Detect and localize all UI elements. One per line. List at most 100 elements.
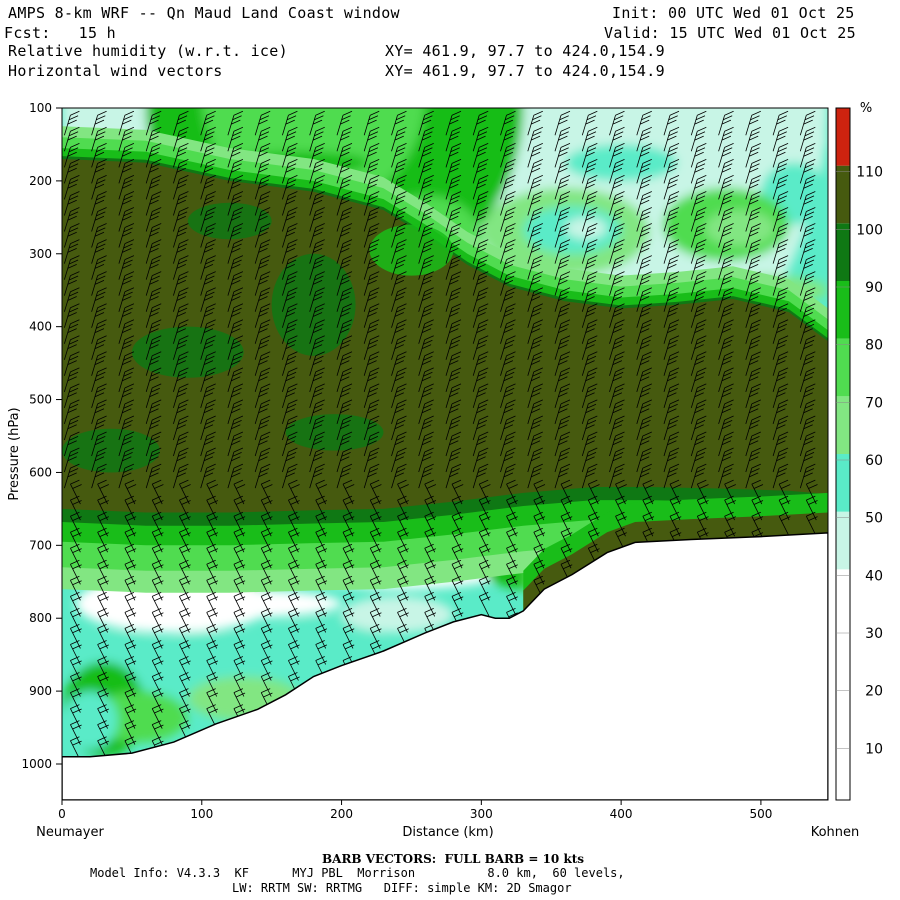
- wind-barb: [581, 383, 598, 409]
- wind-barb: [145, 191, 162, 216]
- wind-barb: [418, 415, 434, 441]
- wind-barb: [91, 143, 107, 168]
- wind-barb: [64, 431, 80, 457]
- wind-barb: [690, 271, 707, 296]
- wind-barb: [315, 608, 328, 633]
- wind-barb: [342, 559, 355, 585]
- wind-barb: [118, 303, 135, 328]
- wind-barb: [91, 303, 107, 328]
- wind-barb: [227, 143, 244, 168]
- wind-barb: [151, 592, 164, 617]
- wind-barb: [527, 463, 543, 489]
- wind-barb: [799, 110, 816, 136]
- field-rh-xy: XY= 461.9, 97.7 to 424.0,154.9: [385, 42, 665, 60]
- wind-barb: [472, 287, 489, 312]
- wind-barb: [472, 207, 489, 232]
- wind-barb: [336, 447, 353, 473]
- wind-barb: [445, 447, 462, 473]
- wind-barb: [778, 495, 791, 521]
- wind-barb: [581, 287, 598, 312]
- x-tick-label: 0: [58, 807, 66, 821]
- wind-barb: [254, 319, 271, 344]
- wind-barb: [554, 271, 571, 296]
- wind-barb: [336, 159, 353, 184]
- wind-barb: [64, 110, 80, 136]
- wind-barb: [609, 399, 625, 425]
- wind-barb: [282, 239, 298, 264]
- wind-barb: [315, 543, 328, 569]
- wind-barb: [527, 271, 543, 296]
- wind-barb: [527, 255, 543, 280]
- wind-barb: [200, 431, 216, 457]
- wind-barb: [288, 559, 300, 585]
- wind-barb: [200, 463, 216, 489]
- wind-barb: [533, 479, 546, 505]
- wind-barb: [309, 431, 325, 457]
- wind-barb: [336, 223, 353, 248]
- wind-barb: [500, 110, 516, 136]
- wind-barb: [282, 431, 298, 457]
- wind-barb: [97, 575, 109, 601]
- wind-barb: [636, 191, 652, 216]
- wind-barb: [288, 511, 300, 537]
- wind-barb: [636, 271, 652, 296]
- wind-barb: [227, 239, 244, 264]
- wind-barb: [391, 319, 407, 344]
- wind-barb: [527, 351, 543, 376]
- wind-barb: [124, 624, 137, 649]
- wind-barb: [554, 255, 571, 280]
- wind-barb: [609, 143, 625, 168]
- wind-barb: [233, 511, 246, 537]
- wind-barb: [418, 239, 434, 264]
- wind-barb: [745, 399, 761, 425]
- wind-barb: [391, 255, 407, 280]
- wind-barb: [663, 351, 680, 376]
- wind-barb: [118, 463, 135, 489]
- wind-barb: [233, 592, 246, 617]
- wind-barb: [97, 624, 109, 649]
- wind-barb: [145, 431, 162, 457]
- wind-barb: [799, 239, 816, 264]
- wind-barb: [772, 207, 789, 232]
- wind-barb: [227, 447, 244, 473]
- wind-barb: [696, 495, 709, 521]
- wind-barb: [772, 223, 789, 248]
- wind-barb: [288, 575, 300, 601]
- colorbar-label: 10: [865, 741, 883, 757]
- wind-barb: [70, 704, 82, 729]
- wind-barb: [118, 399, 135, 425]
- wind-barb: [70, 592, 82, 617]
- wind-barb: [91, 367, 107, 393]
- wind-barb: [70, 656, 82, 681]
- wind-barb: [369, 559, 382, 585]
- wind-barb: [397, 527, 409, 553]
- wind-barb: [124, 640, 137, 665]
- y-tick-label: 600: [29, 465, 52, 479]
- wind-barb: [260, 527, 273, 553]
- wind-barb: [472, 415, 489, 441]
- wind-barb: [472, 367, 489, 393]
- wind-barb: [145, 415, 162, 441]
- wind-barb: [227, 367, 244, 393]
- wind-barb: [124, 559, 137, 585]
- wind-barb: [772, 287, 789, 312]
- wind-barb: [233, 608, 246, 633]
- wind-barb: [745, 110, 761, 136]
- wind-barb: [690, 367, 707, 393]
- wind-barb: [118, 319, 135, 344]
- wind-barb: [636, 303, 652, 328]
- wind-barb: [751, 479, 764, 505]
- wind-barb: [424, 592, 437, 617]
- wind-barb: [581, 255, 598, 280]
- wind-barb: [254, 159, 271, 184]
- wind-barb: [151, 527, 164, 553]
- wind-barb: [91, 415, 107, 441]
- wind-barb: [145, 319, 162, 344]
- wind-barb: [718, 191, 734, 216]
- wind-barb: [745, 239, 761, 264]
- wind-barb: [527, 399, 543, 425]
- wind-barb: [179, 559, 191, 585]
- wind-barb: [391, 143, 407, 168]
- wind-barb: [124, 495, 137, 521]
- wind-barb: [445, 319, 462, 344]
